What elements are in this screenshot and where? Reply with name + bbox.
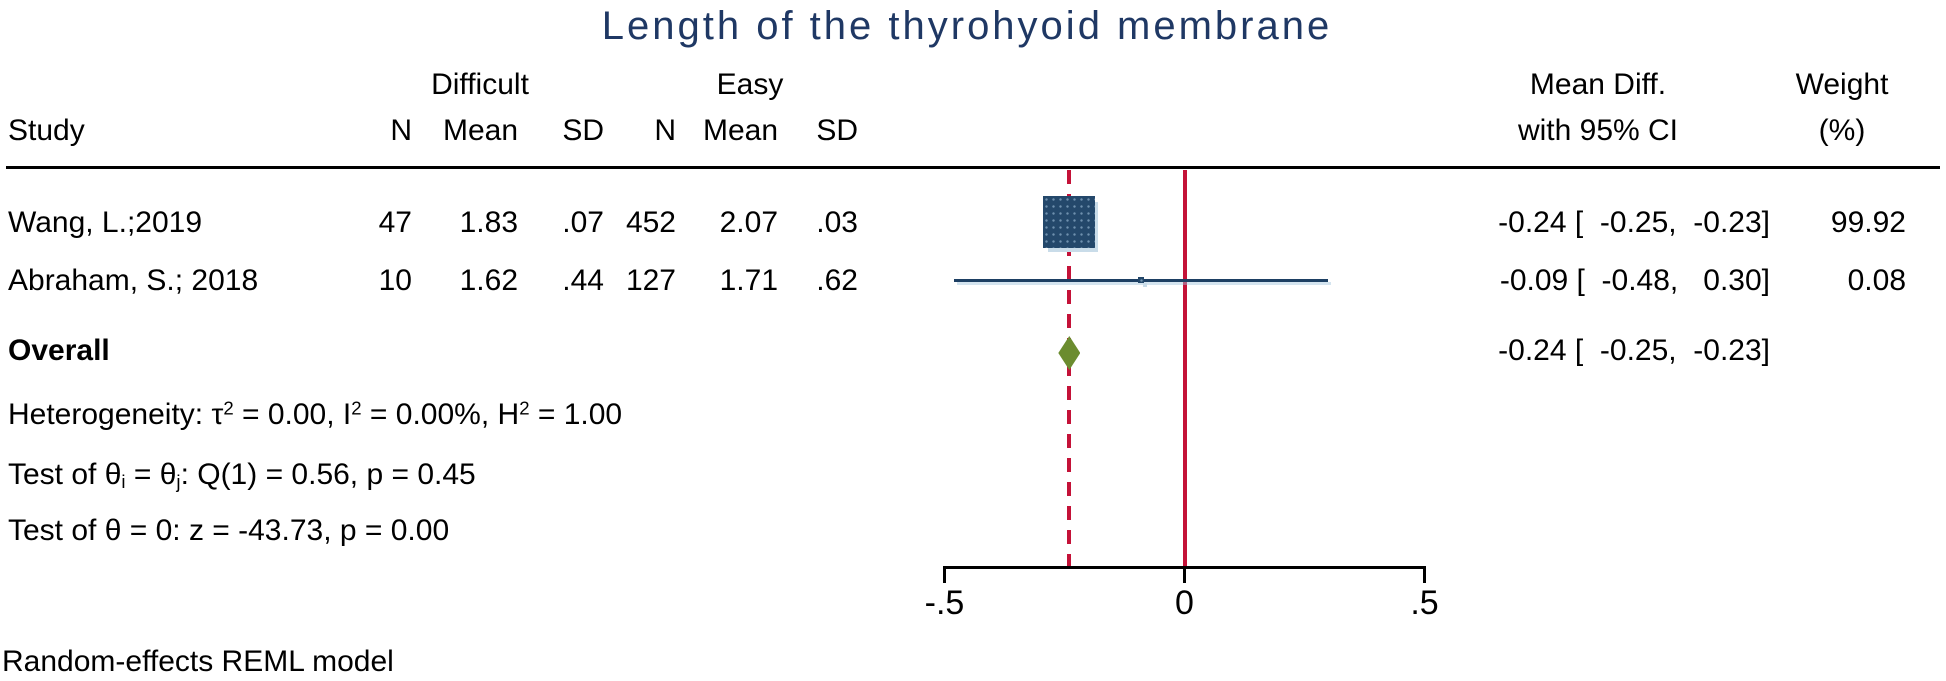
het-text: = 1.00 — [529, 398, 623, 431]
study-name: Abraham, S.; 2018 — [8, 264, 259, 297]
effect-marker — [1043, 196, 1096, 248]
study-n-difficult: 10 — [378, 264, 412, 297]
study-name: Wang, L.;2019 — [8, 206, 203, 239]
study-n-easy: 452 — [625, 206, 676, 239]
het-sup: 2 — [223, 397, 234, 419]
x-axis-tick — [1423, 566, 1426, 583]
header-separator-line — [6, 166, 1940, 169]
test-zero-stats: Test of θ = 0: z = -43.73, p = 0.00 — [8, 514, 450, 547]
effect-marker — [1138, 277, 1145, 283]
col-header-study: Study — [8, 114, 85, 147]
study-effect-ci: -0.24 [ -0.25, -0.23] — [1498, 206, 1770, 239]
overall-label: Overall — [8, 334, 110, 367]
study-mean-difficult: 1.83 — [459, 206, 518, 239]
col-group-easy: Easy — [716, 68, 784, 101]
study-n-difficult: 47 — [378, 206, 412, 239]
testq-sub: i — [121, 471, 126, 493]
test-group-stats: Test of θi = θj: Q(1) = 0.56, p = 0.45 — [8, 456, 908, 494]
col-header-mean-easy: Mean — [702, 114, 778, 147]
col-header-n-easy: N — [654, 114, 676, 147]
study-weight: 0.08 — [1847, 264, 1906, 297]
study-mean-easy: 1.71 — [719, 264, 778, 297]
x-axis-tick — [1183, 566, 1186, 583]
col-header-sd-easy: SD — [816, 114, 858, 147]
overall-effect-ci: -0.24 [ -0.25, -0.23] — [1498, 334, 1770, 367]
col-header-sd-difficult: SD — [562, 114, 604, 147]
study-weight: 99.92 — [1830, 206, 1906, 239]
x-axis-tick-label: -.5 — [924, 584, 965, 622]
col-header-effect-2: with 95% CI — [1517, 114, 1679, 147]
col-header-n-difficult: N — [390, 114, 412, 147]
het-sup: 2 — [519, 397, 530, 419]
testq-text: Test of θ — [8, 458, 122, 491]
het-text: = 0.00, I — [233, 398, 352, 431]
het-text: Heterogeneity: τ — [8, 398, 224, 431]
testq-text: : Q(1) = 0.56, p = 0.45 — [180, 458, 476, 491]
heterogeneity-stats: Heterogeneity: τ2 = 0.00, I2 = 0.00%, H2… — [8, 396, 908, 434]
null-reference-line — [1182, 170, 1187, 568]
col-header-weight-1: Weight — [1795, 68, 1889, 101]
het-sup: 2 — [351, 397, 362, 419]
col-group-difficult: Difficult — [431, 68, 529, 101]
study-sd-difficult: .07 — [562, 206, 604, 239]
col-header-mean-difficult: Mean — [442, 114, 518, 147]
model-note: Random-effects REML model — [2, 645, 394, 678]
col-header-weight-2: (%) — [1818, 114, 1866, 147]
x-axis-tick-label: 0 — [1175, 584, 1194, 622]
study-n-easy: 127 — [625, 264, 676, 297]
x-axis-tick — [943, 566, 946, 583]
chart-title: Length of the thyrohyoid membrane — [601, 4, 1333, 48]
testq-text: = θ — [125, 458, 177, 491]
het-text: = 0.00%, H — [361, 398, 520, 431]
study-effect-ci: -0.09 [ -0.48, 0.30] — [1499, 264, 1770, 297]
overall-diamond — [1058, 336, 1081, 370]
study-sd-easy: .03 — [816, 206, 858, 239]
col-header-effect-1: Mean Diff. — [1529, 68, 1667, 101]
x-axis-tick-label: .5 — [1410, 584, 1439, 622]
testq-sub: j — [176, 471, 181, 493]
study-sd-difficult: .44 — [562, 264, 604, 297]
study-mean-difficult: 1.62 — [459, 264, 518, 297]
study-sd-easy: .62 — [816, 264, 858, 297]
study-mean-easy: 2.07 — [719, 206, 778, 239]
